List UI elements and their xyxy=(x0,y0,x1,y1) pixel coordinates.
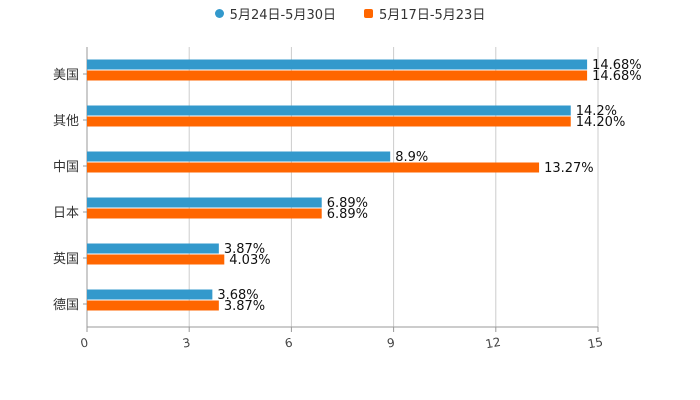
bar-series-2-5 xyxy=(87,300,219,311)
x-tick-label-3: 9 xyxy=(386,336,396,351)
bar-series-1-0 xyxy=(87,59,588,70)
bar-series-2-2 xyxy=(87,162,540,173)
data-label-series-1-3: 6.89% xyxy=(327,196,368,211)
bar-series-2-3 xyxy=(87,208,322,219)
data-label-series-1-5: 3.68% xyxy=(217,288,258,303)
bar-series-1-5 xyxy=(87,289,213,300)
bar-series-1-4 xyxy=(87,243,219,254)
data-label-series-1-1: 14.2% xyxy=(576,104,617,119)
category-label-5: 德国 xyxy=(53,298,79,313)
data-label-series-2-4: 4.03% xyxy=(229,253,270,268)
data-label-series-2-0: 14.68% xyxy=(592,69,642,84)
category-label-4: 英国 xyxy=(53,252,79,267)
data-label-series-1-0: 14.68% xyxy=(592,58,642,73)
category-label-2: 中国 xyxy=(53,160,79,175)
bar-series-2-0 xyxy=(87,70,588,81)
category-label-0: 美国 xyxy=(53,68,79,83)
legend-swatch-series-2 xyxy=(364,9,373,18)
data-label-series-2-2: 13.27% xyxy=(544,161,594,176)
legend-item-series-1[interactable]: 5月24日-5月30日 xyxy=(214,4,336,23)
x-tick-label-0: 0 xyxy=(79,336,89,351)
legend: 5月24日-5月30日 5月17日-5月23日 xyxy=(0,4,700,23)
data-label-series-2-1: 14.20% xyxy=(576,115,626,130)
data-label-series-2-5: 3.87% xyxy=(224,299,265,314)
data-label-series-1-4: 3.87% xyxy=(224,242,265,257)
data-label-series-1-2: 8.9% xyxy=(395,150,428,165)
legend-item-series-2[interactable]: 5月17日-5月23日 xyxy=(364,4,485,23)
x-tick-label-5: 15 xyxy=(587,335,604,351)
legend-label-series-2: 5月17日-5月23日 xyxy=(379,8,486,23)
x-tick-label-2: 6 xyxy=(284,336,294,351)
data-label-series-2-3: 6.89% xyxy=(327,207,368,222)
bar-series-1-3 xyxy=(87,197,322,208)
bar-series-1-1 xyxy=(87,105,571,116)
legend-label-series-1: 5月24日-5月30日 xyxy=(229,8,336,23)
legend-swatch-series-1 xyxy=(214,9,224,18)
bar-series-1-2 xyxy=(87,151,391,162)
bar-series-2-1 xyxy=(87,116,571,127)
bar-series-2-4 xyxy=(87,254,225,265)
x-tick-label-1: 3 xyxy=(182,336,192,351)
category-label-1: 其他 xyxy=(53,114,79,129)
x-tick-label-4: 12 xyxy=(484,335,501,351)
category-label-3: 日本 xyxy=(53,206,79,221)
